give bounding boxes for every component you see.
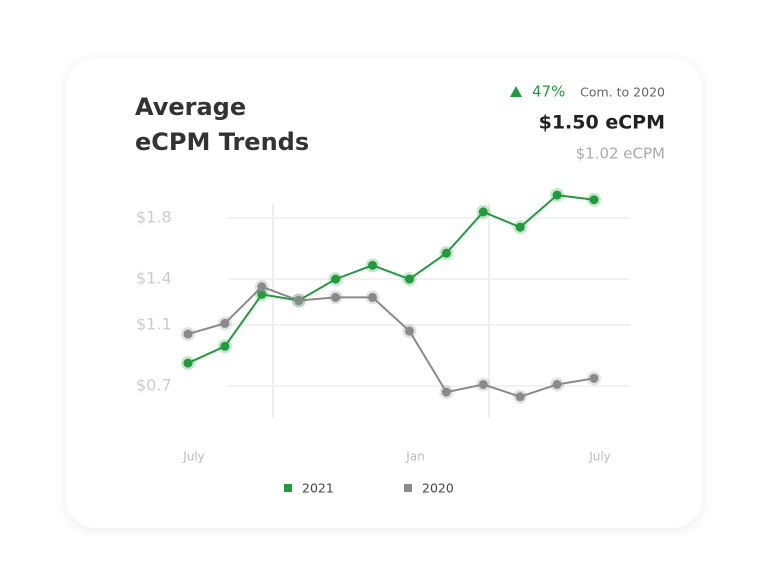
point (220, 341, 230, 351)
point (331, 292, 341, 302)
y-tick-label: $0.7 (136, 376, 172, 395)
y-tick-label: $1.4 (136, 269, 172, 288)
point (331, 274, 341, 284)
point (183, 329, 193, 339)
point (404, 274, 414, 284)
legend-swatch (284, 484, 292, 492)
card (66, 58, 702, 528)
series-line (187, 194, 595, 365)
point (404, 326, 414, 336)
y-tick-label: $1.8 (136, 208, 172, 227)
chart-title: eCPM Trends (135, 128, 309, 156)
point (257, 282, 267, 292)
legend-swatch (404, 484, 412, 492)
comparison: Com. to 2020 (580, 85, 665, 100)
point (589, 373, 599, 383)
point (220, 318, 230, 328)
up-arrow (510, 86, 522, 97)
y-tick-label: $1.1 (136, 314, 172, 333)
change: 47% (532, 83, 565, 101)
series-line (187, 285, 595, 398)
point (257, 289, 267, 299)
point (441, 387, 451, 397)
legend-label: 2021 (302, 481, 334, 496)
chart-title: Average (135, 93, 246, 121)
point (368, 260, 378, 270)
current-ecpm: $1.50 eCPM (539, 112, 665, 134)
point (441, 248, 451, 258)
point (183, 358, 193, 368)
legend-label: 2020 (422, 481, 454, 496)
point (368, 292, 378, 302)
point (515, 222, 525, 232)
point (478, 207, 488, 217)
x-tick-label: July (588, 450, 611, 464)
previous-ecpm: $1.02 eCPM (576, 145, 665, 163)
point (589, 195, 599, 205)
x-tick-label: Jan (405, 450, 425, 464)
point (515, 392, 525, 402)
point (478, 379, 488, 389)
point (294, 295, 304, 305)
x-tick-label: July (182, 450, 205, 464)
point (552, 379, 562, 389)
point (552, 190, 562, 200)
